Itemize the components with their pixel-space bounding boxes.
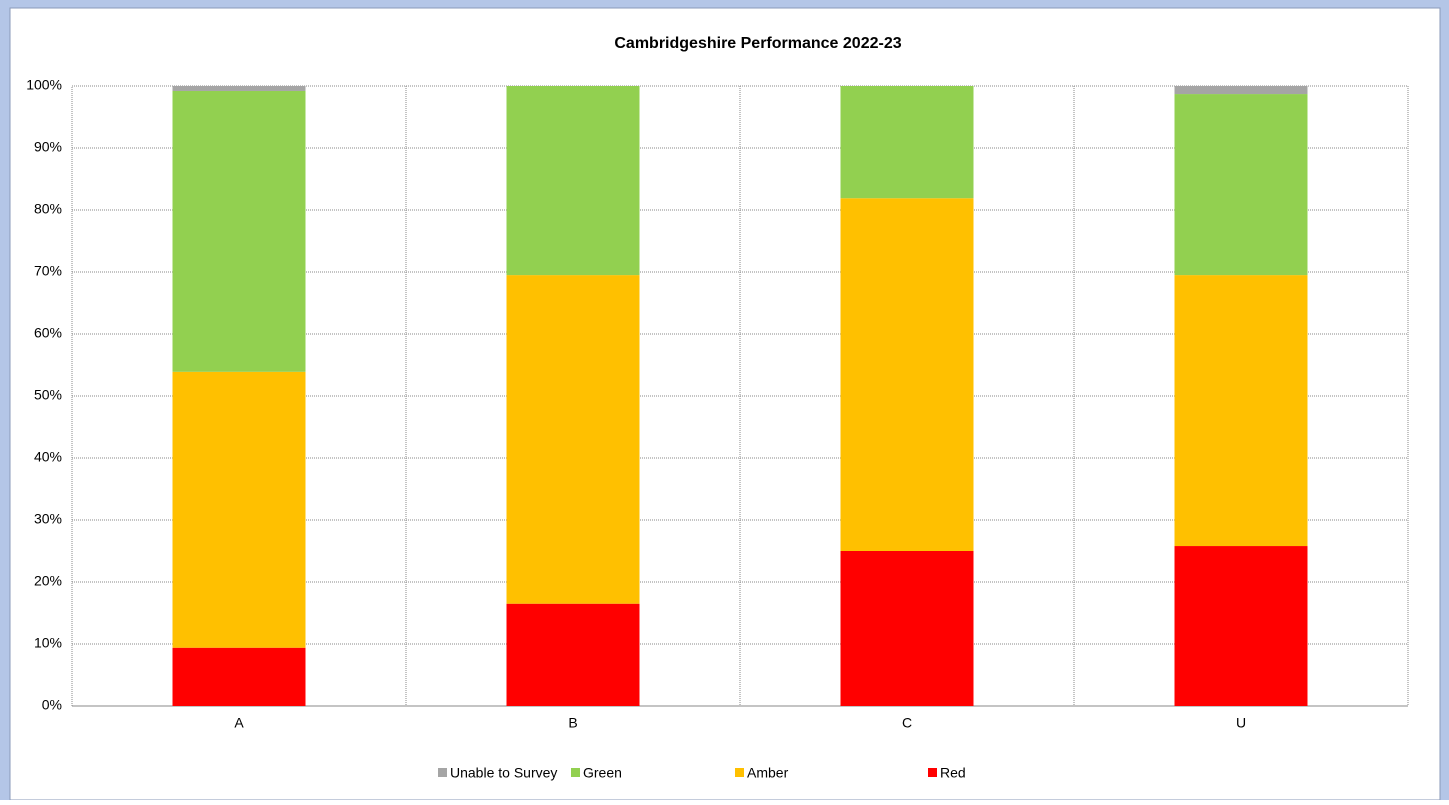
y-tick-label: 100% <box>26 77 62 93</box>
y-tick-label: 0% <box>42 697 62 713</box>
x-tick-label: B <box>568 715 577 731</box>
legend-swatch <box>438 768 447 777</box>
y-tick-label: 80% <box>34 201 62 217</box>
legend-label: Red <box>940 765 966 781</box>
bar-segment <box>172 86 306 91</box>
bar-segment <box>840 86 974 199</box>
legend-swatch <box>928 768 937 777</box>
x-tick-label: A <box>234 715 244 731</box>
bar-segment <box>840 198 974 551</box>
x-tick-label: C <box>902 715 912 731</box>
y-tick-label: 40% <box>34 449 62 465</box>
legend-label: Amber <box>747 765 789 781</box>
y-tick-label: 50% <box>34 387 62 403</box>
bar-segment <box>506 275 640 604</box>
chart-title: Cambridgeshire Performance 2022-23 <box>614 35 901 52</box>
bar-segment <box>172 647 306 706</box>
bar-segment <box>506 86 640 276</box>
legend-swatch <box>735 768 744 777</box>
bar-segment <box>172 90 306 372</box>
y-tick-label: 20% <box>34 573 62 589</box>
y-tick-label: 30% <box>34 511 62 527</box>
bar-segment <box>172 371 306 648</box>
legend-label: Unable to Survey <box>450 765 557 781</box>
y-tick-label: 90% <box>34 139 62 155</box>
bar-segment <box>506 603 640 706</box>
bar-segment <box>1174 86 1308 95</box>
bar-segment <box>840 551 974 706</box>
y-tick-label: 70% <box>34 263 62 279</box>
y-tick-label: 10% <box>34 635 62 651</box>
legend-label: Green <box>583 765 622 781</box>
y-tick-label: 60% <box>34 325 62 341</box>
bar-segment <box>1174 275 1308 547</box>
x-tick-label: U <box>1236 715 1246 731</box>
legend-swatch <box>571 768 580 777</box>
bar-segment <box>1174 94 1308 276</box>
bar-segment <box>1174 546 1308 706</box>
